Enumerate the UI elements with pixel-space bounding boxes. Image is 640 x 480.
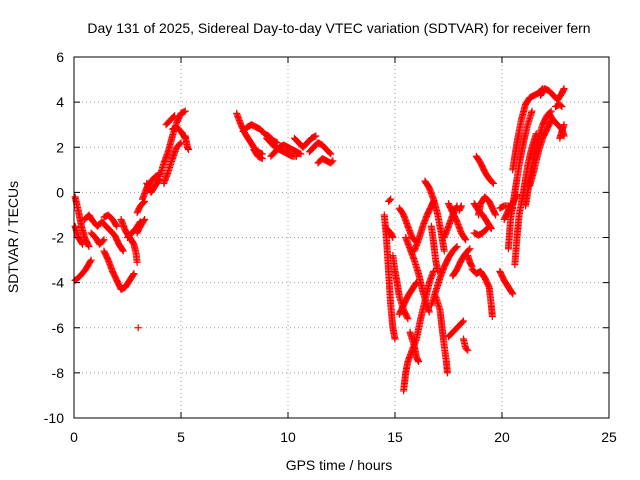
sdtvar-point [86, 257, 94, 265]
sdtvar-point [130, 270, 138, 278]
sdtvar-point [386, 196, 394, 204]
sdtvar-point [403, 313, 411, 321]
y-tick-label: 0 [56, 184, 64, 200]
x-tick-label: 5 [177, 429, 185, 445]
sdtvar-point [389, 234, 397, 241]
sdtvar-point [443, 369, 451, 377]
sdtvar-point [119, 247, 127, 255]
sdtvar-point [133, 258, 141, 266]
sdtvar-point [171, 112, 179, 120]
sdtvar-point [558, 103, 566, 111]
sdtvar-point [391, 335, 399, 343]
sdtvar-point [119, 246, 127, 254]
sdtvar-point [488, 178, 496, 186]
sdtvar-point [181, 107, 189, 115]
sdtvar-point [457, 202, 465, 210]
chart-title: Day 131 of 2025, Sidereal Day-to-day VTE… [87, 20, 590, 36]
sdtvar-point [141, 215, 149, 223]
sdtvar-point [78, 239, 86, 247]
y-tick-label: -8 [52, 365, 65, 381]
sdtvar-point [312, 132, 320, 140]
y-tick-label: -2 [52, 230, 65, 246]
sdtvar-point [482, 226, 490, 234]
sdtvar-point [176, 140, 184, 148]
x-axis-label: GPS time / hours [286, 457, 393, 473]
sdtvar-point [487, 223, 495, 231]
y-tick-label: 2 [56, 139, 64, 155]
sdtvar-point [184, 146, 192, 154]
sdtvar-point [453, 243, 461, 251]
sdtvar-point [508, 289, 516, 297]
sdtvar-point [509, 290, 517, 298]
x-tick-label: 15 [387, 429, 403, 445]
y-tick-label: -10 [44, 410, 64, 426]
sdtvar-point [452, 244, 460, 252]
sdtvar-point [387, 195, 395, 203]
sdtvar-point [560, 85, 568, 93]
sdtvar-point [129, 271, 137, 279]
sdtvar-point [560, 121, 568, 129]
sdtvar-point [557, 102, 565, 110]
x-tick-label: 25 [601, 429, 617, 445]
sdtvar-point [461, 235, 469, 243]
sdtvar-point [464, 346, 472, 354]
sdtvar-point [329, 157, 337, 165]
sdtvar-point [113, 222, 121, 230]
x-tick-label: 10 [280, 429, 296, 445]
sdtvar-point [327, 150, 335, 158]
y-tick-label: 6 [56, 49, 64, 65]
axis-ticks [73, 56, 610, 419]
sdtvar-point [415, 358, 423, 366]
axis-tick-labels: 0 5 10 15 20 25 -10 -8 -6 -4 -2 0 2 4 6 [44, 49, 617, 445]
sdtvar-point [465, 246, 473, 254]
sdtvar-point [459, 317, 467, 325]
sdtvar-isolated-point [134, 324, 142, 332]
sdtvar-point [170, 113, 178, 121]
x-tick-label: 20 [494, 429, 510, 445]
sdtvar-point [462, 236, 470, 244]
sdtvar-point [488, 312, 496, 320]
sdtvar-point [100, 236, 108, 244]
y-tick-label: 4 [56, 94, 64, 110]
y-tick-label: -4 [52, 275, 65, 291]
sdtvar-point [258, 155, 266, 163]
sdtvar-point [85, 243, 93, 251]
sdtvar-point [297, 150, 305, 158]
sdtvar-point [528, 107, 536, 115]
sdtvar-point [140, 217, 148, 225]
x-tick-label: 0 [70, 429, 78, 445]
sdtvar-point [492, 211, 500, 219]
sdtvar-point [483, 224, 491, 232]
data-points [71, 85, 568, 395]
sdtvar-point [112, 221, 120, 229]
y-tick-label: -6 [52, 320, 65, 336]
sdtvar-point [440, 247, 448, 255]
sdtvar-point [328, 158, 336, 166]
sdtvar-point [99, 237, 107, 245]
sdtvar-point [155, 176, 163, 184]
sdtvar-point [404, 315, 412, 323]
sdtvar-point [326, 149, 334, 157]
sdtvar-point [87, 256, 95, 264]
sdtvar-point [489, 179, 497, 187]
sdtvar-point [458, 318, 466, 326]
sdtvar-point [79, 240, 87, 248]
sdtvar-point [466, 245, 474, 253]
y-axis-label: SDTVAR / TECUs [5, 181, 21, 293]
sdtvar-point [425, 308, 433, 316]
sdtvar-point [84, 241, 92, 249]
sdtvar-point [463, 345, 471, 353]
